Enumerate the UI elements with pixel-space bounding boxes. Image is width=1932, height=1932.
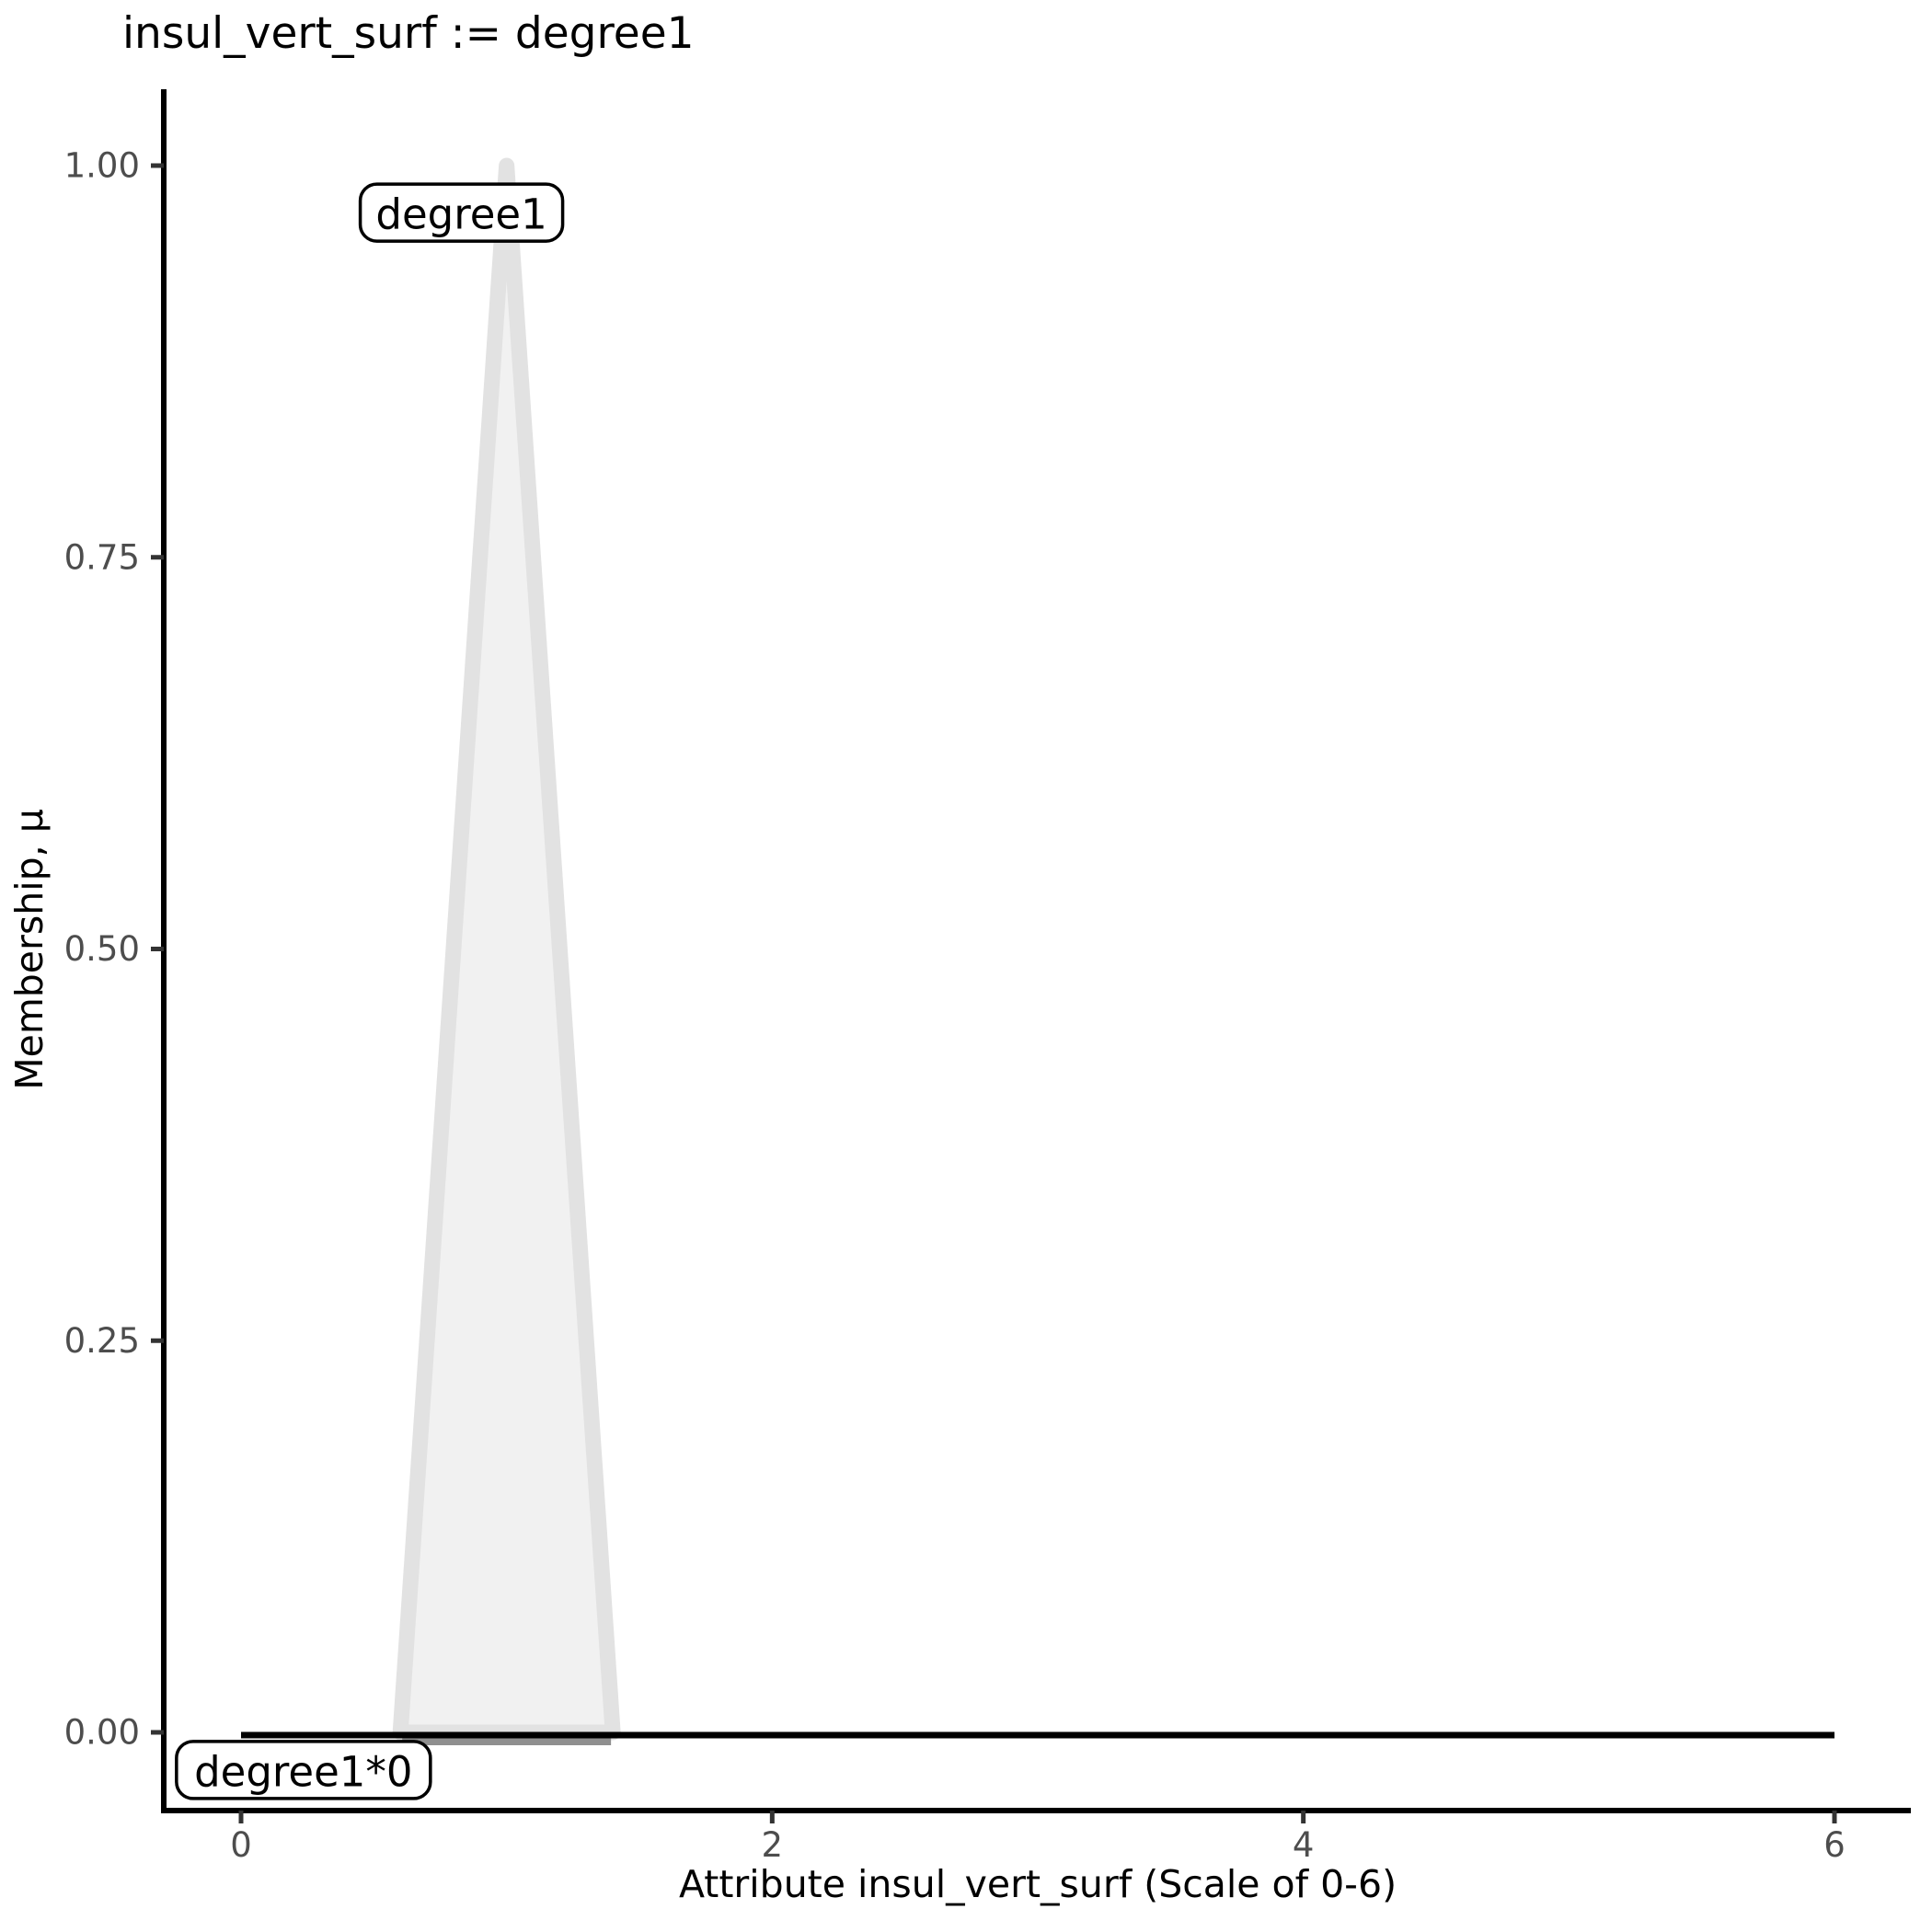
axis-layer: 1.00 0.75 0.50 0.25 0.00 0 2 4 6: [64, 89, 1911, 1865]
series-degree1-area: [392, 157, 621, 1741]
x-tick-label: 2: [762, 1825, 784, 1865]
annotation-label: degree1: [375, 190, 546, 239]
x-tick-label: 0: [230, 1825, 252, 1865]
annotation-layer: degree1 degree1*0: [175, 182, 565, 1800]
y-tick-label: 0.25: [64, 1321, 140, 1361]
y-tick-label: 1.00: [64, 146, 140, 186]
y-tick-label: 0.75: [64, 537, 140, 577]
annotation-label: degree1*0: [194, 1747, 412, 1796]
x-tick-label: 6: [1823, 1825, 1846, 1865]
annotation-box-degree1: [358, 182, 565, 243]
series-layer: [241, 157, 1834, 1745]
x-tick-label: 4: [1293, 1825, 1315, 1865]
annotation-box-degree1*0: [175, 1740, 432, 1800]
y-tick-label: 0.00: [64, 1713, 140, 1753]
y-tick-label: 0.50: [64, 929, 140, 969]
plot-title: insul_vert_surf := degree1: [122, 8, 695, 59]
y-axis-title: Membership, μ: [7, 809, 52, 1090]
x-axis-title: Attribute insul_vert_surf (Scale of 0-6): [679, 1862, 1397, 1906]
